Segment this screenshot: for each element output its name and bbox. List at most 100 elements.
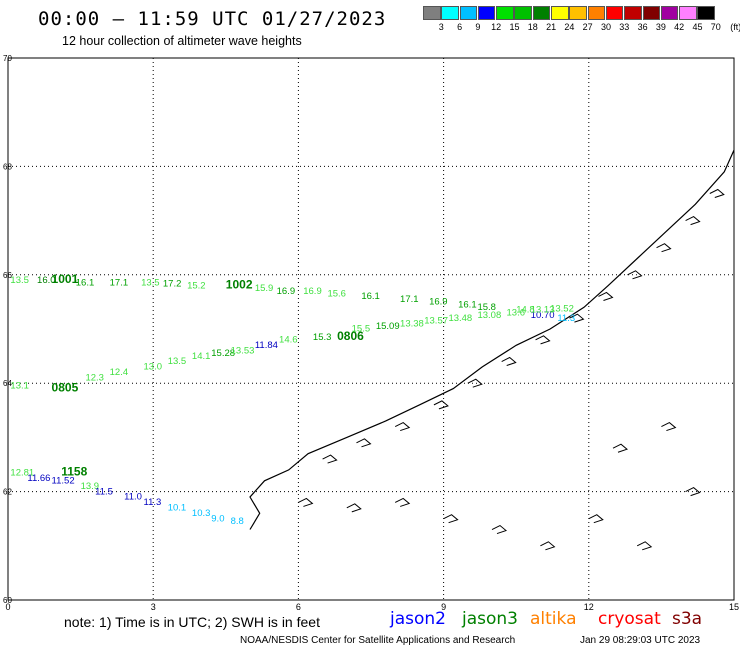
colorbar-label: 6 xyxy=(457,22,463,32)
colorbar-swatch xyxy=(514,6,532,20)
coast-feature xyxy=(588,514,604,524)
y-tick-label: 60 xyxy=(3,596,12,605)
coast-feature xyxy=(598,291,614,301)
colorbar-label: 24 xyxy=(564,22,575,32)
colorbar-swatch xyxy=(587,6,606,20)
colorbar-label: 42 xyxy=(674,22,685,32)
wave-height-label: 11.3 xyxy=(144,497,162,508)
colorbar-label: 39 xyxy=(655,22,666,32)
x-tick-label: 3 xyxy=(151,602,156,612)
note-text: note: 1) Time is in UTC; 2) SWH is in fe… xyxy=(64,614,320,630)
footer-agency: NOAA/NESDIS Center for Satellite Applica… xyxy=(240,635,516,646)
wave-height-label: 16.1 xyxy=(458,299,477,310)
wave-height-label: 13.5 xyxy=(141,278,160,289)
wave-height-label: 16.9 xyxy=(429,297,448,308)
wave-height-label: 13.53 xyxy=(231,345,255,356)
wave-height-label: 10.1 xyxy=(168,503,187,514)
colorbar-label: 15 xyxy=(509,22,520,32)
colorbar-swatch xyxy=(624,6,642,20)
y-tick-label: 68 xyxy=(3,162,12,171)
colorbar-label: 3 xyxy=(438,22,444,32)
page-title: 00:00 – 11:59 UTC 01/27/2023 xyxy=(38,8,387,30)
coast-feature xyxy=(491,524,508,535)
coast-feature xyxy=(709,188,725,198)
y-tick-label: 62 xyxy=(3,488,12,497)
colorbar-swatch xyxy=(679,6,697,20)
x-tick-label: 15 xyxy=(729,602,739,612)
satellite-legend-jason2: jason2 xyxy=(390,609,446,629)
wave-height-label: 13.6 xyxy=(507,307,526,318)
pass-time-label: 1158 xyxy=(61,464,87,478)
wave-height-label: 16.1 xyxy=(361,291,380,302)
wave-height-label: 10.3 xyxy=(192,508,211,519)
wave-height-label: 14.1 xyxy=(192,351,211,362)
coast-feature xyxy=(394,497,411,507)
wave-height-label: 15.28 xyxy=(211,348,235,359)
wave-height-label: 11.66 xyxy=(27,473,50,484)
pass-time-label: 0805 xyxy=(52,380,79,394)
colorbar-label: 45 xyxy=(692,22,703,32)
x-tick-label: 12 xyxy=(584,602,594,612)
coast-feature xyxy=(535,335,551,345)
wave-height-label: 13.52 xyxy=(550,304,574,315)
wave-height-label: 13.38 xyxy=(400,318,424,329)
colorbar xyxy=(423,6,716,20)
wave-height-label: 13.9 xyxy=(81,481,100,492)
coast-feature xyxy=(346,503,362,513)
coast-feature xyxy=(569,313,585,323)
wave-height-label: 14.8 xyxy=(516,305,535,316)
wave-height-label: 11.52 xyxy=(52,475,75,486)
colorbar-label: 27 xyxy=(582,22,593,32)
coast-feature xyxy=(394,421,411,432)
wave-height-label: 16.9 xyxy=(277,286,296,297)
x-tick-label: 6 xyxy=(296,602,301,612)
wave-height-label: 12.3 xyxy=(85,372,104,383)
wave-height-label: 13.1 xyxy=(10,381,29,392)
wave-height-label: 17.2 xyxy=(163,279,182,290)
coast-feature xyxy=(685,216,701,226)
coast-feature xyxy=(612,443,629,453)
coast-feature xyxy=(433,400,449,410)
colorbar-label: 30 xyxy=(600,22,612,32)
colorbar-swatch xyxy=(459,6,478,20)
colorbar-label: 36 xyxy=(637,22,648,32)
y-tick-label: 66 xyxy=(3,271,12,280)
wave-height-label: 17.1 xyxy=(110,278,129,289)
wave-height-label: 11.84 xyxy=(255,340,278,351)
colorbar-label: 33 xyxy=(619,22,630,32)
wave-height-label: 16.1 xyxy=(76,278,95,289)
colorbar-swatch xyxy=(551,6,569,20)
wave-height-label: 15.5 xyxy=(352,324,371,335)
satellite-legend-altika: altika xyxy=(530,609,577,629)
colorbar-label: 70 xyxy=(710,22,721,32)
wave-height-label: 11.3 xyxy=(557,313,575,324)
colorbar-unit: (ft) xyxy=(730,22,740,32)
page-subtitle: 12 hour collection of altimeter wave hei… xyxy=(62,34,302,48)
coast-feature xyxy=(443,514,459,524)
pass-time-label: 0806 xyxy=(337,329,364,343)
coastline xyxy=(249,149,735,530)
colorbar-swatch xyxy=(605,6,624,20)
coast-feature xyxy=(356,438,372,448)
wave-height-label: 11.5 xyxy=(95,486,113,497)
wave-height-label: 16.9 xyxy=(303,286,322,297)
wave-height-label: 13.0 xyxy=(144,362,163,373)
satellite-legend-cryosat: cryosat xyxy=(598,609,661,629)
plot-frame xyxy=(7,57,735,601)
wave-height-label: 15.09 xyxy=(376,321,400,332)
satellite-legend-s3a: s3a xyxy=(672,609,703,629)
coast-feature xyxy=(627,270,643,280)
wave-height-label: 10.70 xyxy=(531,310,555,321)
wave-height-label: 14.6 xyxy=(279,335,298,346)
coast-feature xyxy=(685,487,701,497)
wave-height-label: 9.0 xyxy=(211,513,224,524)
colorbar-swatch xyxy=(423,6,441,20)
wave-height-label: 13.5 xyxy=(168,356,187,367)
wave-height-label: 12.4 xyxy=(110,367,129,378)
colorbar-swatch xyxy=(569,6,587,20)
pass-time-label: 1002 xyxy=(226,277,253,291)
colorbar-label: 9 xyxy=(475,22,481,32)
colorbar-swatch xyxy=(532,6,551,20)
